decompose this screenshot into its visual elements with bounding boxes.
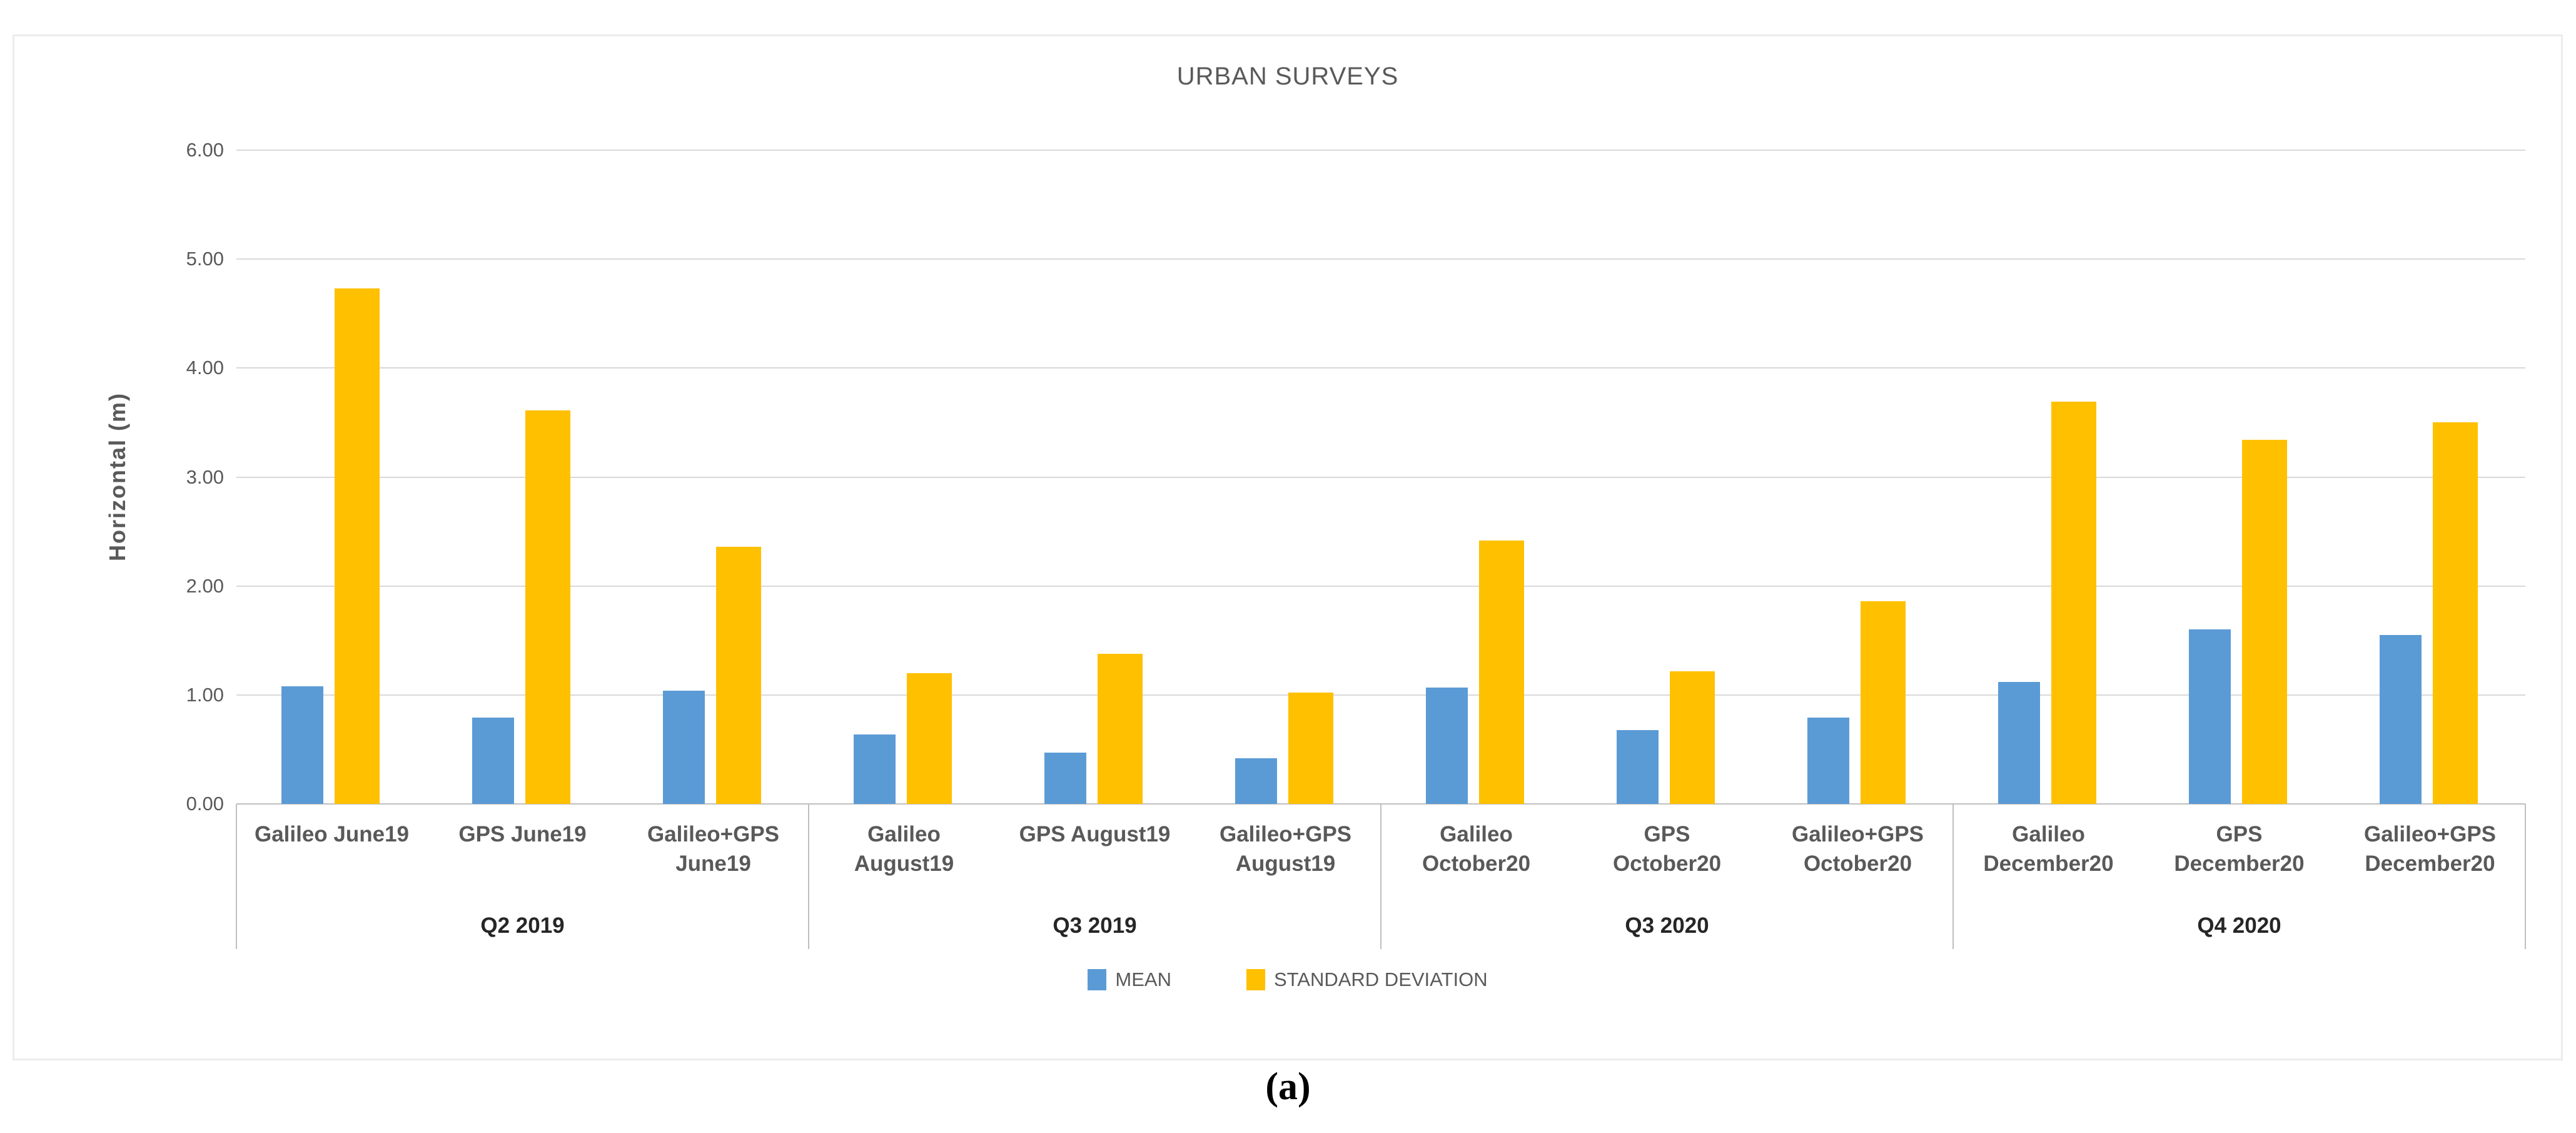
y-axis-title: Horizontal (m) xyxy=(104,392,130,561)
legend-swatch-std xyxy=(1246,969,1265,990)
category-label-line: Galileo xyxy=(1440,822,1513,846)
bar-mean xyxy=(281,686,323,804)
bar-mean xyxy=(1425,687,1468,804)
category-label-line: GPS xyxy=(2216,822,2263,846)
y-tick-label: 2.00 xyxy=(186,574,224,597)
category-separator xyxy=(2525,804,2526,949)
category-separator xyxy=(236,804,237,949)
category-label-line: Galileo+GPS xyxy=(1791,822,1924,846)
chart-area: URBAN SURVEYS Horizontal (m) Galileo Jun… xyxy=(13,34,2563,1060)
bar-std xyxy=(2433,422,2478,804)
category-label: GPS December20 xyxy=(2144,820,2335,878)
category-label: Galileo+GPS June19 xyxy=(618,820,809,878)
category-label-line: Galileo+GPS xyxy=(1219,822,1352,846)
category-label-line: GPS xyxy=(1644,822,1690,846)
bar-std xyxy=(335,288,380,804)
quarter-label: Q4 2020 xyxy=(2197,913,2281,938)
category-label-line: October20 xyxy=(1803,851,1912,876)
category-label-line: Galileo June19 xyxy=(254,822,410,846)
y-tick-label: 4.00 xyxy=(186,357,224,379)
gridline xyxy=(236,585,2525,587)
category-label-line: Galileo xyxy=(2012,822,2085,846)
bar-mean xyxy=(662,690,705,804)
bar-mean xyxy=(2188,629,2231,804)
category-label-line: Galileo+GPS xyxy=(647,822,780,846)
bar-std xyxy=(1288,693,1333,804)
legend-swatch-mean xyxy=(1088,969,1107,990)
bar-std xyxy=(2242,440,2287,804)
quarter-label: Q3 2020 xyxy=(1625,913,1709,938)
bar-mean xyxy=(472,718,514,804)
bar-std xyxy=(525,410,570,804)
category-label: Galileo+GPS August19 xyxy=(1190,820,1381,878)
plot-area xyxy=(236,150,2525,805)
y-tick-label: 6.00 xyxy=(186,139,224,161)
bar-std xyxy=(1098,653,1143,804)
bar-std xyxy=(2051,402,2096,804)
quarter-label: Q3 2019 xyxy=(1053,913,1137,938)
y-tick-label: 3.00 xyxy=(186,465,224,488)
gridline xyxy=(236,694,2525,696)
category-label-line: October20 xyxy=(1422,851,1531,876)
bar-std xyxy=(1861,601,1906,804)
category-label: GPS August19 xyxy=(999,820,1190,849)
category-separator xyxy=(808,804,809,949)
chart-title: URBAN SURVEYS xyxy=(1176,63,1399,90)
category-label-line: GPS August19 xyxy=(1019,822,1171,846)
category-label-line: August19 xyxy=(854,851,954,876)
gridline xyxy=(236,367,2525,369)
quarter-label: Q2 2019 xyxy=(480,913,565,938)
bar-mean xyxy=(1235,758,1277,804)
category-label-line: August19 xyxy=(1235,851,1336,876)
legend-label: MEAN xyxy=(1115,968,1171,990)
bar-mean xyxy=(1807,718,1849,804)
category-label-line: December20 xyxy=(1983,851,2114,876)
bar-mean xyxy=(1998,681,2040,804)
bar-mean xyxy=(1616,729,1659,804)
category-separator xyxy=(1380,804,1381,949)
bar-mean xyxy=(1044,753,1086,804)
bar-mean xyxy=(2379,635,2422,804)
legend-item-std: STANDARD DEVIATION xyxy=(1246,968,1488,991)
bar-std xyxy=(1670,671,1715,804)
gridline xyxy=(236,150,2525,151)
bar-std xyxy=(716,546,761,804)
category-label-line: December20 xyxy=(2365,851,2495,876)
bar-std xyxy=(1479,540,1524,804)
category-label: Galileo+GPS October20 xyxy=(1762,820,1953,878)
y-tick-label: 5.00 xyxy=(186,248,224,270)
gridline xyxy=(236,258,2525,260)
category-label: GPS October20 xyxy=(1572,820,1762,878)
y-tick-label: 0.00 xyxy=(186,793,224,815)
legend-label: STANDARD DEVIATION xyxy=(1273,968,1488,990)
category-label-line: Galileo+GPS xyxy=(2363,822,2497,846)
category-label-line: Galileo xyxy=(867,822,941,846)
legend: MEAN STANDARD DEVIATION xyxy=(14,968,2561,991)
category-label-line: December20 xyxy=(2174,851,2305,876)
category-label-line: June19 xyxy=(675,851,751,876)
legend-item-mean: MEAN xyxy=(1088,968,1171,991)
category-label-line: GPS June19 xyxy=(458,822,587,846)
category-label-line: October20 xyxy=(1612,851,1722,876)
bar-std xyxy=(907,673,952,804)
bar-mean xyxy=(853,734,896,804)
category-separator xyxy=(1952,804,1954,949)
category-label: Galileo+GPS December20 xyxy=(2335,820,2525,878)
category-label: Galileo June19 xyxy=(236,820,427,849)
category-label: GPS June19 xyxy=(427,820,618,849)
category-label: Galileo December20 xyxy=(1953,820,2144,878)
y-tick-label: 1.00 xyxy=(186,683,224,706)
category-label: Galileo August19 xyxy=(809,820,999,878)
figure-caption: (a) xyxy=(1265,1065,1311,1108)
category-label: Galileo October20 xyxy=(1381,820,1572,878)
gridline xyxy=(236,476,2525,478)
